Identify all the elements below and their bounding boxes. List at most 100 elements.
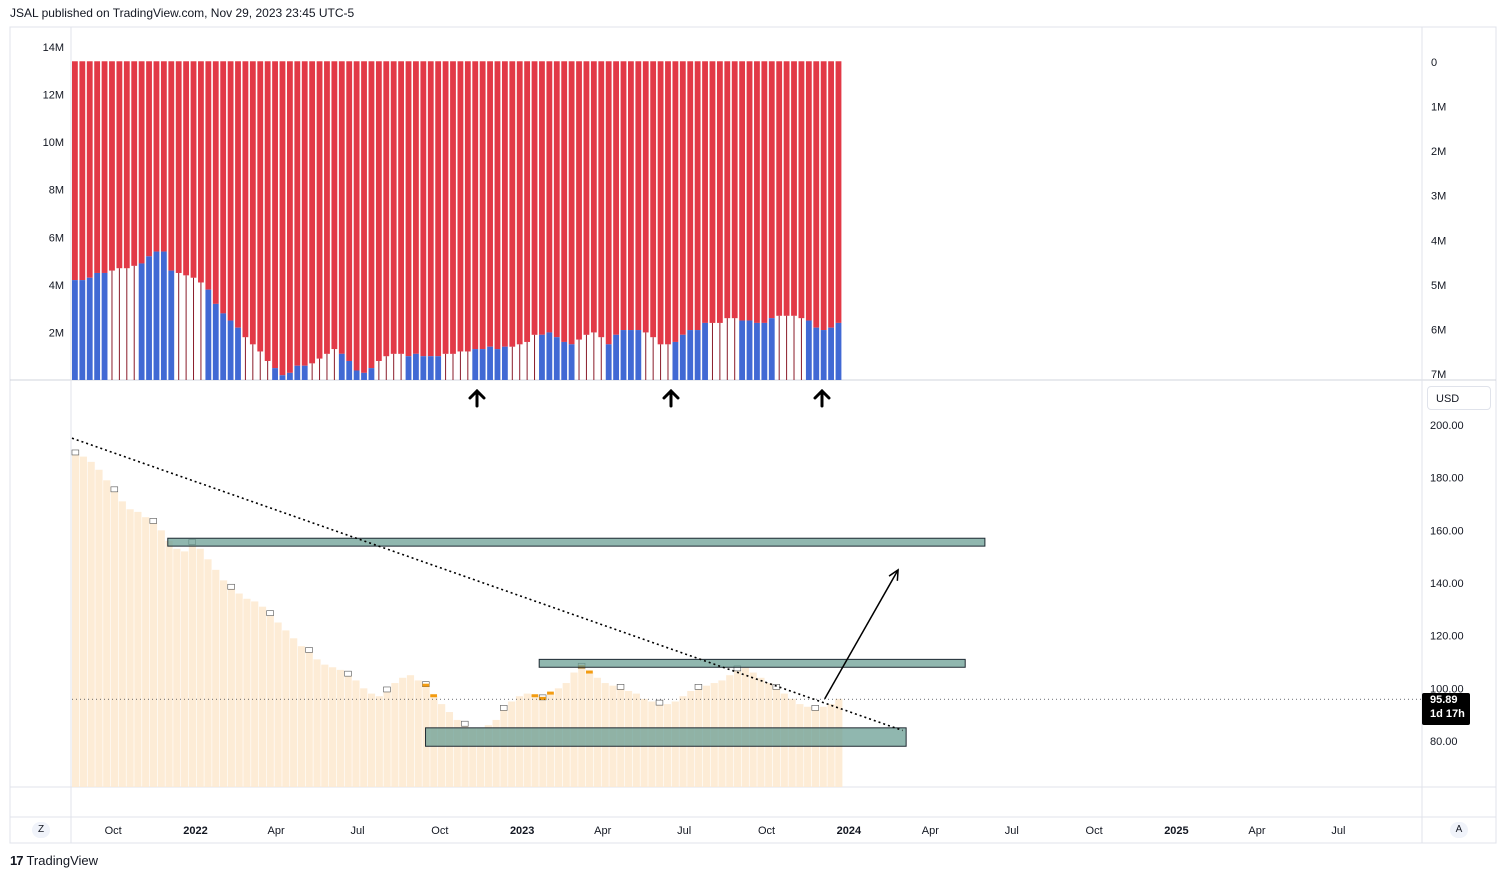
buy-volume-bar <box>620 330 627 380</box>
sell-volume-bar <box>783 61 790 316</box>
auto-scale-button[interactable]: A <box>1450 822 1468 838</box>
volume-right-tick: 6M <box>1431 324 1446 336</box>
price-axis[interactable]: 200.00 180.00 160.00 140.00 120.00 100.00 80.0… <box>1430 420 1464 748</box>
price-candle <box>406 675 415 787</box>
price-candle <box>188 543 197 787</box>
buy-volume-bar <box>413 353 419 380</box>
sell-volume-bar <box>672 61 679 342</box>
sell-volume-bar <box>190 61 197 278</box>
buy-volume-bar <box>702 322 708 380</box>
buy-volume-bar <box>378 360 380 380</box>
price-tick: 160.00 <box>1430 525 1464 537</box>
sell-volume-bar <box>635 61 642 331</box>
price-candle <box>453 719 461 787</box>
price-candle-body <box>616 684 625 690</box>
buy-volume-bar <box>338 353 345 380</box>
time-tick: Jul <box>677 825 691 837</box>
sell-volume-bar <box>361 61 367 373</box>
buy-volume-bar <box>835 322 842 380</box>
buy-volume-bar <box>711 322 713 380</box>
volume-pane[interactable] <box>72 61 842 380</box>
price-tick: 100.00 <box>1430 683 1464 695</box>
buy-volume-bar <box>445 353 447 380</box>
buy-volume-bar <box>667 344 669 380</box>
price-zone <box>167 537 986 547</box>
buy-volume-bar <box>593 332 595 380</box>
sell-volume-bar <box>805 61 812 321</box>
buy-volume-bar <box>679 334 686 380</box>
price-candle <box>414 680 422 787</box>
buy-volume-bar <box>768 318 775 380</box>
buy-volume-bar <box>805 320 812 380</box>
buy-volume-bar <box>568 344 575 380</box>
price-candle-body <box>149 518 157 524</box>
price-candle-body <box>71 449 80 456</box>
footer-brand[interactable]: 17 TradingView <box>10 853 98 868</box>
sell-volume-bar <box>457 61 464 352</box>
buy-volume-bar <box>561 341 568 380</box>
time-tick: Jul <box>1005 825 1019 837</box>
price-candle <box>336 669 344 787</box>
volume-right-tick: 2M <box>1431 146 1446 158</box>
sell-volume-bar <box>576 61 582 340</box>
buy-volume-bar <box>828 327 834 380</box>
sell-volume-bar <box>553 61 560 338</box>
buy-volume-bar <box>687 330 694 380</box>
price-candle-body <box>110 486 119 493</box>
sell-volume-bar <box>324 61 330 354</box>
sell-volume-bar <box>487 61 493 347</box>
price-candle <box>741 667 749 787</box>
buy-volume-bar <box>813 327 820 380</box>
sell-volume-bar <box>286 61 293 373</box>
price-tick: 140.00 <box>1430 578 1464 590</box>
sell-volume-bar <box>294 61 301 366</box>
buy-volume-bar <box>472 349 479 380</box>
price-candle-body <box>655 699 664 706</box>
currency-selector[interactable]: USD <box>1427 386 1491 410</box>
price-pane[interactable] <box>71 437 1422 787</box>
sell-volume-bar <box>375 61 382 361</box>
buy-volume-bar <box>526 341 528 380</box>
sell-volume-bar <box>383 61 390 357</box>
sell-volume-bar <box>390 61 397 354</box>
price-candle <box>819 706 827 787</box>
log-scale-button[interactable]: Z <box>32 822 50 838</box>
sell-volume-bar <box>435 61 442 357</box>
sell-volume-bar <box>583 61 590 335</box>
buy-volume-bar <box>272 368 278 380</box>
buy-volume-bar <box>94 272 101 380</box>
time-tick: Oct <box>431 825 448 837</box>
price-zone <box>538 658 966 668</box>
time-axis[interactable]: Oct 2022 Apr Jul Oct 2023 Apr Jul Oct 2024 Apr Jul O… <box>105 825 1346 837</box>
sell-volume-bar <box>501 61 508 347</box>
buy-volume-bar <box>227 320 234 380</box>
buy-volume-bar <box>786 315 788 380</box>
price-tick: 120.00 <box>1430 631 1464 643</box>
sell-volume-bar <box>657 61 664 345</box>
sell-volume-bar <box>813 61 820 328</box>
sell-volume-bar <box>79 61 86 281</box>
buy-volume-bar <box>501 346 508 380</box>
buy-volume-bar <box>479 349 486 380</box>
sell-volume-bar <box>346 61 353 361</box>
buy-volume-bar <box>778 315 780 380</box>
price-candle-body <box>227 583 235 590</box>
time-tick: Apr <box>1248 825 1265 837</box>
sell-volume-bar <box>694 61 701 331</box>
sell-volume-bar <box>472 61 479 350</box>
sell-volume-bar <box>220 61 227 314</box>
highlight-candle <box>586 670 593 674</box>
sell-volume-bar <box>413 61 419 354</box>
volume-right-tick: 1M <box>1431 102 1446 114</box>
price-candle-body <box>266 610 274 616</box>
sell-volume-bar <box>464 61 471 352</box>
sell-volume-bar <box>687 61 694 331</box>
price-candle <box>118 501 126 787</box>
sell-volume-bar <box>249 61 256 345</box>
buy-volume-bar <box>800 318 802 380</box>
buy-volume-bar <box>244 337 246 380</box>
sell-volume-bar <box>739 61 746 321</box>
price-candle <box>461 725 469 787</box>
price-candle <box>266 614 274 787</box>
